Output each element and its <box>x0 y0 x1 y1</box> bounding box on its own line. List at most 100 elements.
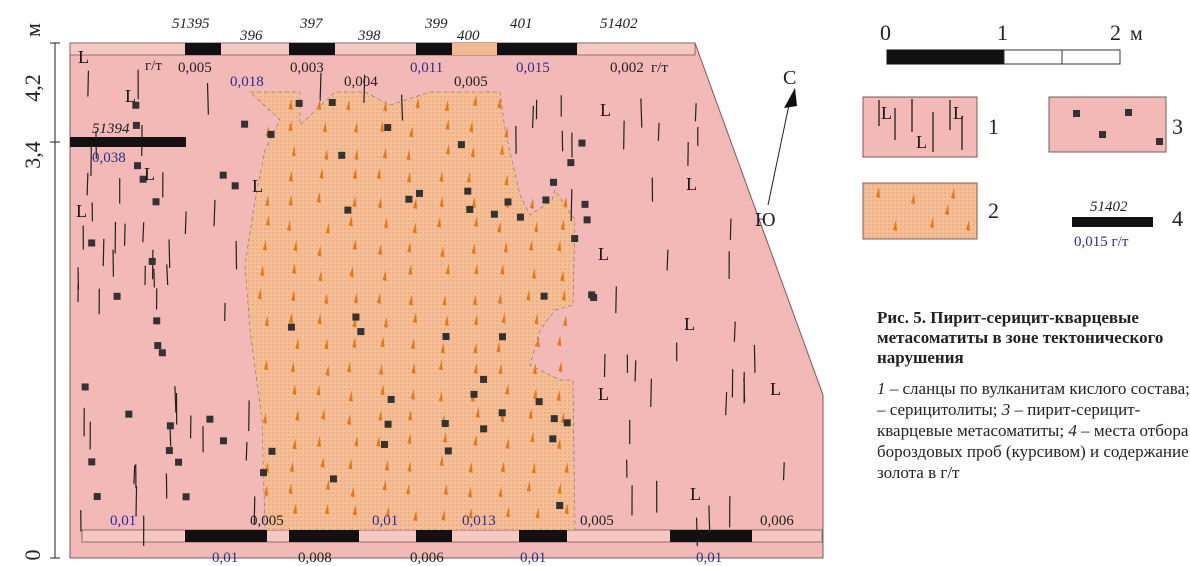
sericite-grain <box>443 484 448 496</box>
pyrite-symbol <box>590 294 598 302</box>
pyrite-symbol <box>113 292 121 300</box>
sample-id: 51402 <box>600 16 638 32</box>
sericite-grain <box>470 146 475 158</box>
sericite-grain <box>378 363 383 375</box>
sericite-grain <box>563 315 568 327</box>
schist-letter: L <box>76 201 87 221</box>
legend-number: 4 <box>1172 206 1183 231</box>
north-arrow-icon <box>784 88 797 108</box>
sericite-grain <box>534 313 539 325</box>
schist-stroke <box>657 122 660 141</box>
gold-value: 0,005 <box>250 513 284 529</box>
scale-label: 0 <box>880 20 891 45</box>
sericite-grain <box>526 480 531 492</box>
pyrite-symbol <box>442 332 450 340</box>
sericite-grain <box>324 149 329 161</box>
sericite-grain <box>534 221 539 233</box>
schist-stroke <box>174 386 177 413</box>
caption-text: – пирит-серицит-кварцевые метасоматиты; <box>877 400 1141 440</box>
sample-id: 51395 <box>172 16 210 32</box>
sericite-grain <box>413 510 418 522</box>
sample-id: 399 <box>424 16 448 32</box>
legend-number: 3 <box>1172 114 1183 139</box>
pyrite-symbol <box>549 435 557 443</box>
gold-value: 0,003 <box>290 60 324 76</box>
sample-id: 396 <box>239 28 263 44</box>
sericite-grain <box>317 313 322 325</box>
pyrite-symbol <box>88 239 96 247</box>
sericite-grain <box>347 413 352 425</box>
compass: С Ю <box>755 67 797 231</box>
legend-sample-value: 0,015 г/т <box>1074 234 1129 250</box>
sericite-grain <box>535 507 540 519</box>
sericite-grain <box>442 431 447 443</box>
schist-stroke <box>729 218 732 240</box>
gold-value: 0,005 <box>580 513 614 529</box>
legend-grains <box>876 187 970 231</box>
schist-letter: L <box>598 244 609 264</box>
pyrite-symbol <box>206 415 214 423</box>
pyrite-symbol <box>384 123 392 131</box>
pyrite-symbol <box>88 458 96 466</box>
sericite-grain <box>348 390 353 402</box>
caption-body: 1 – сланцы по вулканитам кислого состава… <box>877 378 1190 483</box>
sericite-grain <box>378 243 383 255</box>
pyrite-symbol <box>231 182 239 190</box>
gold-value: 0,01 <box>520 550 546 566</box>
pyrite-symbol <box>535 398 543 406</box>
sericite-grain <box>288 120 293 132</box>
sericite-grain <box>474 263 479 275</box>
sericite-grain <box>951 188 955 199</box>
sericite-grain <box>528 239 533 251</box>
schist-stroke <box>650 378 652 408</box>
sericite-grain <box>945 204 949 215</box>
sericite-grain <box>473 216 478 228</box>
schist-stroke <box>640 98 643 128</box>
gold-value: 0,01 <box>212 550 238 566</box>
pyrite-symbol <box>571 235 579 243</box>
legend-item-1: L L L 1 <box>862 96 999 158</box>
pyrite-symbol <box>267 130 275 138</box>
sericite-grain <box>265 195 270 207</box>
pyrite-symbol <box>344 206 352 214</box>
sericite-grain <box>440 342 445 354</box>
sericite-grain <box>257 288 262 300</box>
pyrite-symbol <box>581 200 589 208</box>
pyrite-symbol <box>480 375 488 383</box>
y-tick-mid: 3,4 <box>20 141 45 169</box>
caption-num: 4 <box>1068 421 1077 440</box>
legend-schist-symbol: L <box>881 103 892 123</box>
pyrite-symbol <box>132 121 140 129</box>
sericite-grain <box>438 390 443 402</box>
schist-letter: L <box>125 86 136 106</box>
sericite-grain <box>324 503 329 515</box>
pyrite-symbol <box>93 493 101 501</box>
pyrite-symbol <box>152 198 160 206</box>
sericite-grain <box>262 412 267 424</box>
sericite-grain <box>354 435 359 447</box>
pyrite-symbol <box>550 178 558 186</box>
pyrite-symbol <box>219 437 227 445</box>
sericite-grain <box>473 434 478 446</box>
pyrite-symbol <box>338 151 346 159</box>
pyrite-symbol <box>516 213 524 221</box>
sericite-grain <box>531 462 536 474</box>
sericite-grain <box>411 362 416 374</box>
legend: L L L 1 2 3 51402 0,015 г/т 4 <box>862 96 1183 250</box>
schist-letter: L <box>78 47 89 67</box>
pyrite-symbol <box>550 415 558 423</box>
gold-value: 0,01 <box>696 550 722 566</box>
legend-number: 2 <box>988 198 999 223</box>
sericite-grain <box>496 341 501 353</box>
sericite-grain <box>316 436 321 448</box>
schist-stroke <box>253 496 256 525</box>
section-body: L L L L L L L L L L L L <box>69 42 824 559</box>
sericite-grain <box>410 388 415 400</box>
schist-letter: L <box>686 174 697 194</box>
gold-value: 0,006 <box>760 513 794 529</box>
sericite-grain <box>893 220 897 231</box>
sericite-grain <box>503 241 508 253</box>
pyrite-symbol <box>499 333 507 341</box>
sericite-grain <box>353 292 358 304</box>
sericite-grain <box>346 99 351 111</box>
